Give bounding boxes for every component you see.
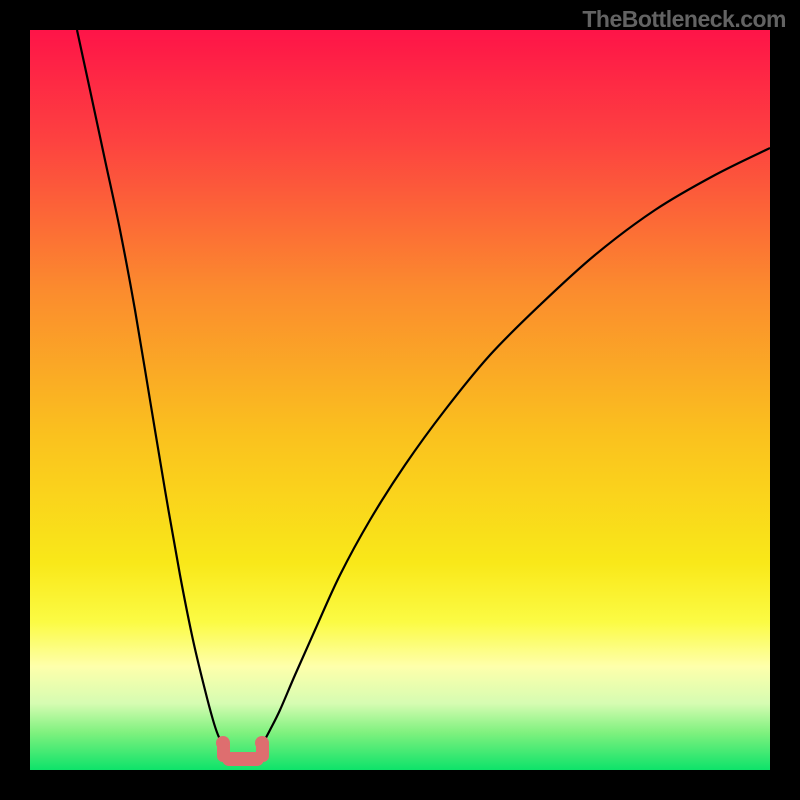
right-curve xyxy=(262,148,770,745)
bottleneck-curves xyxy=(30,30,770,770)
chart-frame: TheBottleneck.com xyxy=(0,0,800,800)
watermark-text: TheBottleneck.com xyxy=(582,6,786,33)
plot-area xyxy=(30,30,770,770)
valley-marker xyxy=(216,736,269,766)
left-curve xyxy=(77,30,223,745)
